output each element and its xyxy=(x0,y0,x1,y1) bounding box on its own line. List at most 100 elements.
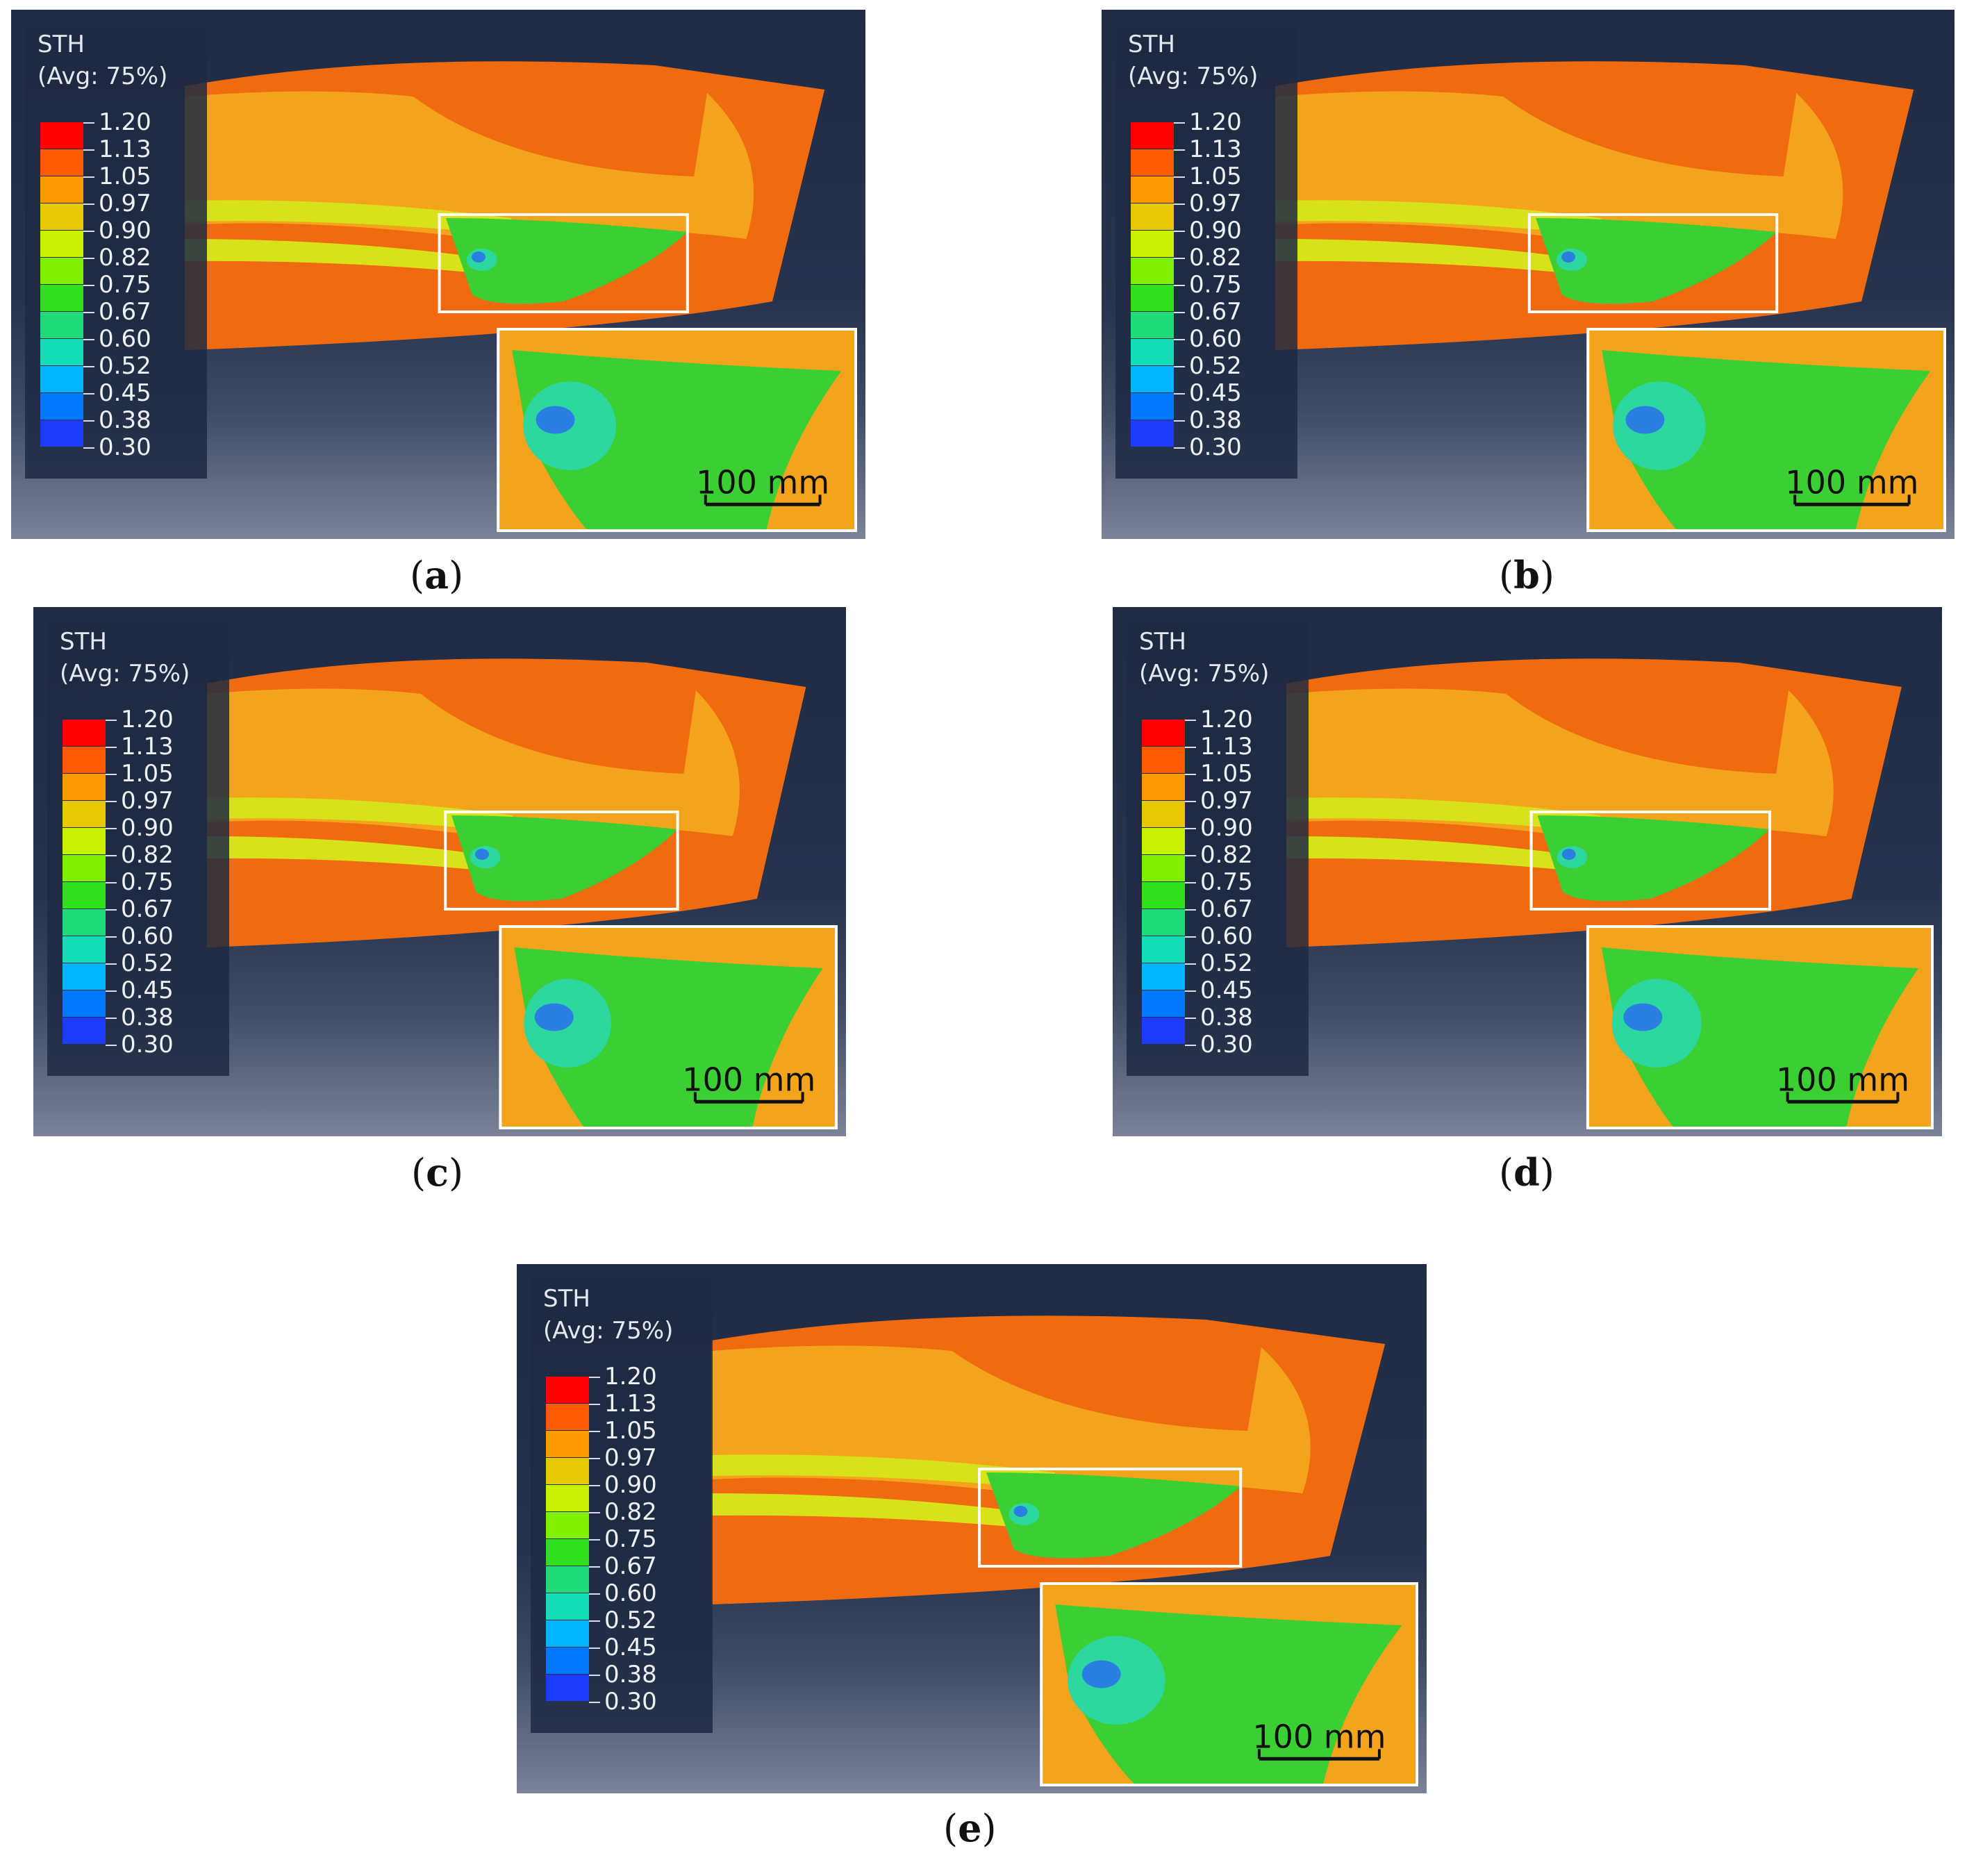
legend-variable: STH xyxy=(543,1285,590,1313)
legend-tick-label: 0.97 xyxy=(1189,190,1242,217)
legend-variable: STH xyxy=(1128,31,1175,58)
legend-tick-label: 0.90 xyxy=(604,1471,657,1499)
zoom-inset: 100 mm xyxy=(1586,925,1934,1129)
legend-swatch xyxy=(63,909,106,936)
legend-tick-label: 0.52 xyxy=(99,352,151,380)
legend-variable: STH xyxy=(1139,628,1186,656)
legend-swatch xyxy=(546,1431,589,1457)
legend-swatch xyxy=(40,231,83,257)
legend-tick xyxy=(589,1647,600,1649)
legend-tick-label: 1.05 xyxy=(121,760,174,788)
legend-tick xyxy=(1185,774,1196,775)
legend-swatch xyxy=(546,1485,589,1511)
yellow-stripe xyxy=(711,1454,1055,1490)
legend-tick xyxy=(1174,204,1185,205)
legend-swatch xyxy=(40,339,83,365)
legend-swatch xyxy=(40,366,83,392)
green-region xyxy=(1537,815,1770,902)
legend-tick xyxy=(1185,801,1196,802)
blue-spot xyxy=(1013,1506,1028,1517)
legend-tick xyxy=(1185,936,1196,938)
legend-tick xyxy=(83,176,94,178)
legend-tick-label: 1.20 xyxy=(1189,108,1242,136)
legend-tick-label: 0.45 xyxy=(99,379,151,407)
legend-swatch xyxy=(63,882,106,908)
legend-tick-label: 0.45 xyxy=(121,977,174,1004)
legend-swatch xyxy=(63,963,106,990)
zoom-frame xyxy=(1529,811,1772,911)
legend-tick-label: 0.30 xyxy=(99,433,151,461)
legend-tick xyxy=(1174,231,1185,232)
legend-swatch xyxy=(40,420,83,447)
legend-tick-label: 0.75 xyxy=(1200,868,1253,896)
legend-tick xyxy=(1185,882,1196,883)
legend-tick xyxy=(589,1539,600,1541)
legend-swatch xyxy=(546,1593,589,1620)
legend-tick-label: 0.52 xyxy=(1200,949,1253,977)
legend-tick-label: 0.60 xyxy=(1200,922,1253,950)
legend-tick xyxy=(1174,285,1185,286)
legend-tick-label: 0.90 xyxy=(1200,814,1253,842)
zoom-frame xyxy=(1527,213,1779,313)
blue-spot xyxy=(472,251,485,263)
legend-swatch xyxy=(63,828,106,854)
panel-d: 100 mm STH (Avg: 75%) 1.20 1.13 1.05 0.97 0.90 0… xyxy=(1113,607,1942,1136)
legend-tick xyxy=(83,312,94,313)
yellow-stripe xyxy=(207,836,501,872)
legend-tick xyxy=(83,420,94,422)
legend-swatch xyxy=(40,312,83,338)
legend-tick-label: 0.75 xyxy=(99,271,151,299)
legend-tick-label: 0.97 xyxy=(121,787,174,815)
legend-swatch xyxy=(1131,366,1174,392)
legend-tick xyxy=(83,285,94,286)
inset-border xyxy=(1040,1582,1418,1786)
legend-tick-label: 1.05 xyxy=(1189,163,1242,190)
legend-tick xyxy=(106,801,117,802)
legend-swatch xyxy=(63,936,106,963)
legend-tick xyxy=(83,231,94,232)
color-legend: STH (Avg: 75%) 1.20 1.13 1.05 0.97 0.90 0.82 0.7… xyxy=(47,621,229,1076)
panel-e: 100 mm STH (Avg: 75%) 1.20 1.13 1.05 0.97 0.90 0… xyxy=(517,1264,1427,1793)
yellow-stripe xyxy=(711,1493,1042,1529)
color-legend: STH (Avg: 75%) 1.20 1.13 1.05 0.97 0.90 0.82 0.7… xyxy=(25,24,207,479)
legend-tick xyxy=(106,828,117,829)
legend-tick-label: 0.30 xyxy=(1200,1031,1253,1059)
legend-tick xyxy=(589,1458,600,1459)
panel-b: 100 mm STH (Avg: 75%) 1.20 1.13 1.05 0.97 0.90 0… xyxy=(1102,10,1954,539)
legend-tick xyxy=(106,720,117,721)
legend-tick xyxy=(83,258,94,259)
legend-tick xyxy=(106,1045,117,1046)
legend-swatch xyxy=(546,1458,589,1484)
legend-tick xyxy=(1185,909,1196,911)
legend-tick-label: 1.13 xyxy=(121,733,174,761)
legend-tick-label: 0.67 xyxy=(1189,298,1242,326)
legend-swatch xyxy=(40,258,83,284)
legend-tick-label: 0.82 xyxy=(99,244,151,272)
legend-swatch xyxy=(1142,909,1185,936)
legend-averaging: (Avg: 75%) xyxy=(543,1317,674,1345)
yellow-stripe xyxy=(207,797,513,833)
legend-tick xyxy=(1174,176,1185,178)
legend-tick xyxy=(1174,122,1185,124)
legend-swatch xyxy=(40,122,83,149)
legend-swatch xyxy=(1142,801,1185,827)
legend-swatch xyxy=(1142,828,1185,854)
panel-c: 100 mm STH (Avg: 75%) 1.20 1.13 1.05 0.97 0.90 0… xyxy=(33,607,846,1136)
legend-averaging: (Avg: 75%) xyxy=(1128,63,1259,90)
legend-swatch xyxy=(1142,1018,1185,1044)
legend-tick xyxy=(589,1620,600,1622)
green-region xyxy=(446,218,688,304)
legend-swatch xyxy=(63,1018,106,1044)
legend-tick-label: 0.45 xyxy=(1189,379,1242,407)
legend-tick xyxy=(106,909,117,911)
legend-swatch xyxy=(1131,393,1174,420)
legend-tick-label: 0.82 xyxy=(1189,244,1242,272)
legend-tick xyxy=(1185,747,1196,748)
legend-tick-label: 0.75 xyxy=(1189,271,1242,299)
legend-tick-label: 1.20 xyxy=(1200,706,1253,733)
legend-swatch xyxy=(63,801,106,827)
legend-tick xyxy=(589,1431,600,1432)
legend-swatch xyxy=(63,747,106,773)
legend-tick xyxy=(589,1566,600,1568)
inset-border xyxy=(1586,925,1934,1129)
